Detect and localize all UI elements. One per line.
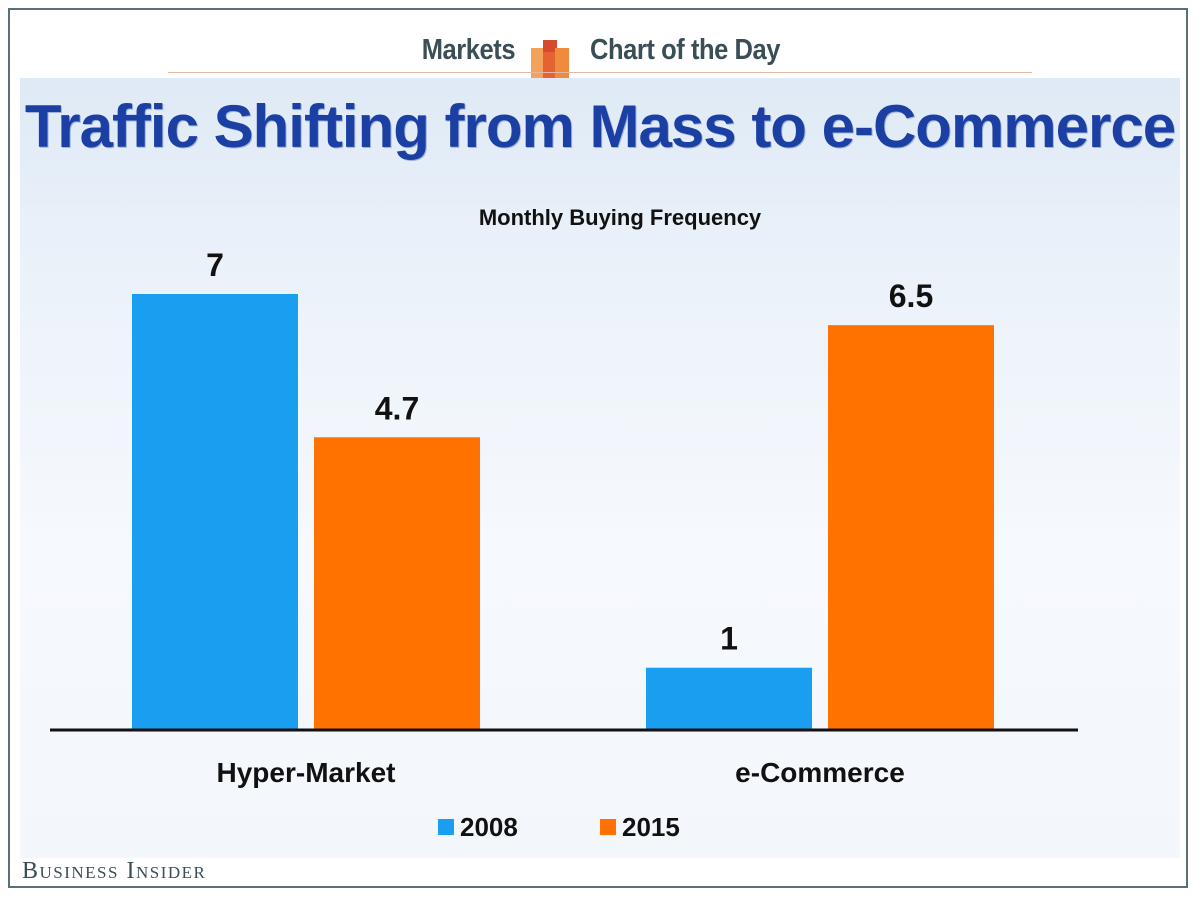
legend: 2008 2015 [438, 812, 680, 842]
header-bar: Markets Chart of the Day [10, 30, 1186, 78]
legend-label-2008: 2008 [460, 812, 518, 842]
bar-hyper-market-2008 [132, 294, 298, 730]
business-insider-logo: Business Insider [22, 858, 207, 884]
chart-title: Traffic Shifting from Mass to e-Commerce [24, 93, 1176, 160]
bars-group [132, 294, 994, 730]
bar-hyper-market-2015 [314, 437, 480, 730]
chart-frame: Markets Chart of the Day Traffic Shiftin… [8, 8, 1188, 888]
data-label-hyper-market-2008: 7 [206, 247, 224, 283]
data-label-e-commerce-2008: 1 [720, 621, 738, 657]
bar-e-commerce-2008 [646, 667, 812, 730]
data-label-hyper-market-2015: 4.7 [375, 390, 419, 426]
data-label-e-commerce-2015: 6.5 [889, 278, 933, 314]
category-label-e-commerce: e-Commerce [735, 757, 905, 788]
legend-swatch-2008 [438, 819, 454, 835]
labels-group: 7 4.7 Hyper-Market 1 6.5 e-Commerce [206, 247, 933, 788]
chart-subtitle: Monthly Buying Frequency [479, 205, 762, 230]
bar-e-commerce-2015 [828, 325, 994, 730]
chart-of-the-day-label: Chart of the Day [590, 34, 781, 66]
legend-swatch-2015 [600, 819, 616, 835]
category-label-hyper-market: Hyper-Market [217, 757, 396, 788]
bar-chart: Monthly Buying Frequency 7 4.7 Hyper-Marke… [50, 205, 1078, 842]
header-divider [168, 72, 1032, 73]
chart-logo-icon [531, 40, 569, 78]
markets-label: Markets [421, 34, 516, 66]
legend-label-2015: 2015 [622, 812, 680, 842]
